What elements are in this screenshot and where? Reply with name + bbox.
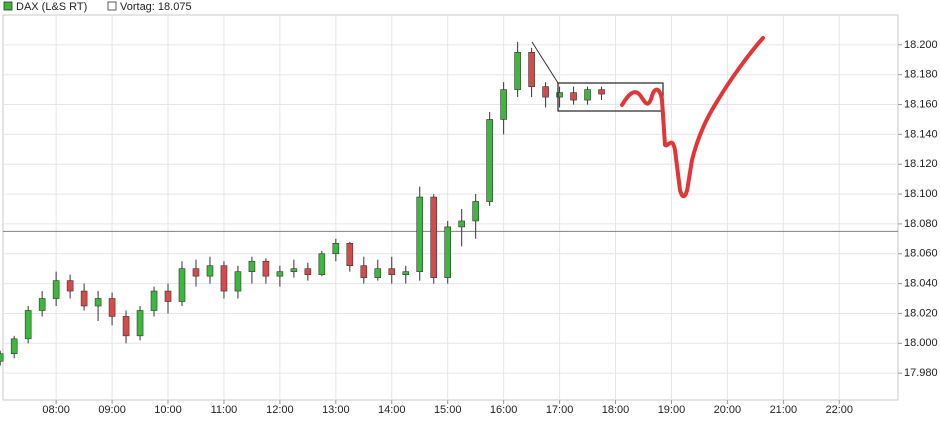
candle-body — [360, 265, 368, 278]
candle-body — [178, 268, 186, 302]
candle-body — [458, 220, 465, 228]
x-tick-label: 16:00 — [490, 404, 518, 416]
x-tick-label: 18:00 — [602, 404, 630, 416]
plot-frame — [2, 14, 899, 401]
candle-body — [332, 243, 340, 255]
candle-body — [346, 243, 354, 266]
candle-body — [570, 92, 577, 101]
x-tick-label: 09:00 — [98, 404, 126, 416]
legend-swatch — [107, 1, 117, 11]
candle-body — [584, 89, 591, 101]
candle-body — [542, 86, 549, 98]
candle-body — [0, 353, 4, 362]
drawing-annotations — [531, 36, 765, 199]
candle-body — [262, 260, 270, 277]
y-tick-label: 17.980 — [904, 367, 938, 379]
y-tick-label: 18.060 — [904, 248, 938, 260]
candle-body — [52, 280, 60, 299]
x-tick-label: 15:00 — [434, 404, 462, 416]
x-tick-label: 22:00 — [826, 404, 854, 416]
x-tick-label: 10:00 — [154, 404, 182, 416]
candle-body — [220, 265, 228, 292]
y-tick-label: 18.120 — [904, 158, 938, 170]
candle-body — [598, 89, 605, 95]
candle-body — [374, 268, 382, 278]
candle-body — [416, 196, 424, 272]
candle-body — [276, 271, 284, 277]
legend: DAX (L&S RT) Vortag: 18.075 — [3, 1, 192, 13]
trend-line — [531, 41, 559, 84]
candle-body — [234, 271, 242, 292]
x-tick-label: 14:00 — [378, 404, 406, 416]
x-tick-label: 11:00 — [211, 404, 238, 416]
candle-body — [94, 298, 102, 307]
candle-body — [38, 298, 46, 311]
x-tick-label: 17:00 — [546, 404, 574, 416]
candle-body — [192, 268, 200, 277]
candle-body — [150, 290, 158, 311]
x-tick-label: 20:00 — [714, 404, 742, 416]
candle-body — [122, 316, 130, 337]
candle-body — [206, 265, 214, 277]
candle-body — [444, 226, 452, 278]
candle-body — [290, 268, 298, 272]
candle-body — [514, 52, 521, 90]
candle-body — [10, 338, 18, 355]
candle-body — [556, 92, 563, 98]
x-tick-label: 19:00 — [658, 404, 686, 416]
candle-body — [164, 290, 172, 302]
candles — [0, 41, 898, 366]
x-tick-label: 13:00 — [322, 404, 350, 416]
grid — [3, 15, 902, 404]
x-tick-label: 08:00 — [42, 404, 70, 416]
candle-body — [304, 268, 312, 275]
y-tick-label: 18.140 — [904, 128, 938, 140]
y-tick-label: 18.160 — [904, 98, 938, 110]
candle-body — [66, 280, 74, 292]
candle-body — [318, 253, 326, 275]
freehand-drawing — [620, 36, 765, 199]
y-tick-label: 18.180 — [904, 69, 938, 81]
y-tick-label: 18.040 — [904, 278, 938, 290]
y-tick-label: 18.100 — [904, 188, 938, 200]
x-tick-label: 12:00 — [266, 404, 294, 416]
candle-body — [528, 52, 535, 87]
legend-swatch — [3, 1, 13, 11]
candle-body — [486, 119, 493, 202]
y-tick-label: 18.020 — [904, 307, 938, 319]
y-tick-label: 18.000 — [904, 337, 938, 349]
candle-body — [136, 310, 144, 337]
candle-body — [430, 196, 438, 278]
legend-label: DAX (L&S RT) — [16, 1, 87, 13]
candle-body — [500, 89, 507, 120]
legend-label: Vortag: 18.075 — [120, 1, 192, 13]
y-tick-label: 18.200 — [904, 39, 938, 51]
candle-body — [402, 271, 410, 275]
candle-body — [472, 201, 479, 222]
candle-body — [388, 268, 396, 275]
candle-body — [80, 290, 88, 307]
candle-body — [248, 260, 256, 272]
candle-body — [108, 298, 116, 317]
candle-body — [24, 310, 32, 340]
y-tick-label: 18.080 — [904, 218, 938, 230]
x-tick-label: 21:00 — [770, 404, 798, 416]
